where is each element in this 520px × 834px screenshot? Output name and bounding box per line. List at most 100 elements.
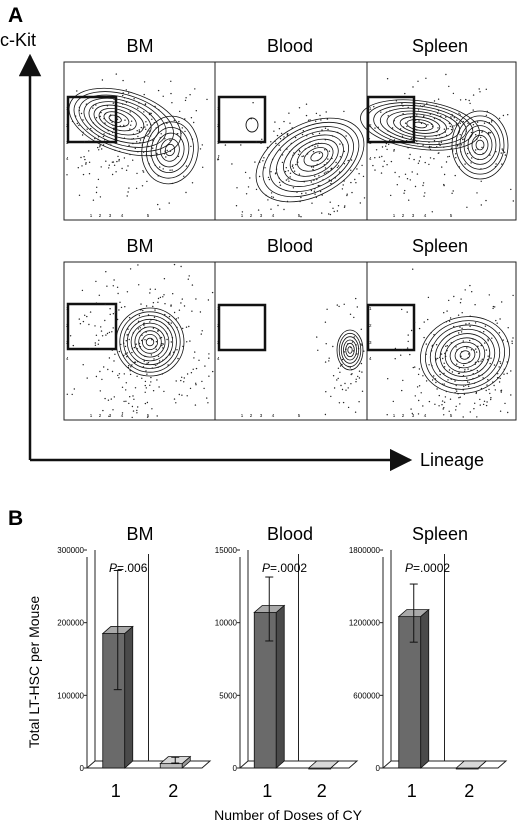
dot-r1-blood — [258, 175, 261, 178]
dot-r2-spleen — [464, 289, 466, 291]
dot-r2-spleen — [477, 345, 479, 347]
dot-r1-bm — [162, 95, 164, 98]
dot-r1-blood — [289, 176, 291, 178]
dot-r2-bm — [143, 360, 145, 362]
dot-r2-spleen — [484, 342, 486, 344]
dot-r1-bm — [103, 133, 105, 135]
dot-r2-blood — [325, 391, 327, 393]
dot-r1-spleen — [375, 149, 378, 151]
dot-r1-blood — [292, 164, 294, 166]
dot-r2-spleen — [407, 340, 409, 343]
dot-r2-bm — [121, 412, 124, 414]
flow-x-tick: 3 — [109, 213, 112, 218]
dot-r1-spleen — [380, 172, 383, 174]
dot-r1-spleen — [488, 131, 490, 134]
dot-r1-blood — [245, 193, 248, 195]
dot-r2-bm — [139, 330, 141, 333]
dot-r2-spleen — [450, 378, 452, 380]
dot-r2-bm — [167, 327, 169, 329]
dot-r2-spleen — [447, 379, 449, 381]
dot-r1-blood — [315, 112, 318, 115]
dot-r1-spleen — [419, 156, 422, 158]
dot-r2-bm — [156, 363, 159, 365]
dot-r2-bm — [191, 284, 194, 286]
dot-r1-bm — [142, 151, 145, 153]
dot-r2-bm — [136, 375, 138, 377]
dot-r2-spleen — [469, 284, 471, 287]
dot-r2-bm — [171, 337, 174, 339]
dot-r1-blood — [303, 181, 305, 183]
dot-r1-bm — [128, 144, 130, 147]
flow-x-tick: 3 — [412, 413, 415, 418]
dot-r2-bm — [155, 341, 158, 343]
dot-r1-spleen — [429, 148, 432, 151]
hsc-gate-r1-blood — [217, 95, 267, 144]
dot-r2-blood — [349, 313, 352, 315]
dot-r1-blood — [266, 146, 269, 149]
dot-r1-spleen — [419, 105, 422, 107]
dot-r1-bm — [149, 135, 152, 137]
dot-r2-bm — [120, 306, 123, 309]
dot-r1-blood — [342, 184, 344, 186]
dot-r1-bm — [102, 135, 105, 138]
dot-r1-bm — [169, 169, 171, 171]
dot-r1-spleen — [462, 120, 464, 123]
dot-r2-spleen — [498, 366, 500, 368]
flow-x-tick: 4 — [424, 413, 427, 418]
dot-r2-spleen — [462, 375, 465, 377]
dot-r1-blood — [289, 172, 292, 174]
dot-r2-spleen — [394, 358, 396, 360]
dot-r2-bm — [108, 357, 111, 359]
dot-r2-spleen — [469, 411, 471, 413]
dot-r1-bm — [146, 180, 148, 183]
flow-x-tick: 5 — [147, 413, 150, 418]
dot-r1-bm — [190, 117, 193, 119]
dot-r1-spleen — [445, 116, 447, 118]
bar-side — [420, 608, 430, 769]
contour-r1-blood — [255, 117, 365, 203]
dot-r1-blood — [312, 168, 314, 171]
dot-r1-spleen — [417, 80, 419, 83]
dot-r1-blood — [289, 122, 291, 124]
dot-r2-spleen — [470, 349, 473, 351]
dot-r2-blood — [350, 373, 352, 376]
dot-r1-blood — [326, 118, 329, 120]
flow-x-tick: 5 — [147, 213, 150, 218]
dot-r2-bm — [194, 351, 196, 353]
dot-r1-spleen — [458, 112, 460, 115]
dot-r2-bm — [111, 370, 114, 373]
dot-r2-bm — [119, 301, 121, 303]
dot-r2-spleen — [425, 380, 428, 382]
dot-r2-spleen — [503, 368, 505, 370]
flow-y-tick: 1 — [217, 306, 220, 311]
dot-r1-bm — [136, 141, 138, 143]
dot-r1-blood — [259, 161, 261, 163]
dot-r1-bm — [152, 140, 154, 142]
dot-r2-bm — [198, 359, 200, 361]
dot-r1-blood — [314, 188, 316, 190]
dot-r1-spleen — [472, 109, 474, 111]
dot-r1-spleen — [455, 153, 457, 155]
dot-r1-blood — [361, 164, 363, 167]
dot-r1-blood — [327, 170, 329, 173]
dot-r2-spleen — [487, 338, 489, 340]
dot-r2-spleen — [422, 405, 424, 407]
dot-r2-bm — [166, 333, 168, 335]
dot-r2-bm — [189, 387, 192, 390]
dot-r1-bm — [164, 150, 166, 152]
dot-r2-spleen — [448, 320, 451, 322]
dot-r1-bm — [111, 161, 114, 163]
dot-r2-bm — [175, 380, 177, 382]
dot-r2-blood — [324, 321, 327, 323]
dot-r2-bm — [168, 321, 170, 324]
bar-chart-blood: Blood 15000 10000 5000 0 1 2 P=.0002 — [215, 524, 359, 801]
contour-r1-spleen-lobe — [459, 120, 501, 170]
dot-r1-bm — [97, 146, 99, 149]
dot-r1-spleen — [447, 156, 449, 158]
dot-r2-spleen — [461, 327, 463, 329]
dot-r1-spleen — [385, 145, 387, 147]
dot-r2-blood — [317, 349, 319, 351]
dot-r1-bm — [123, 124, 125, 127]
dot-r2-bm — [167, 364, 169, 366]
dot-r2-spleen — [418, 385, 421, 387]
